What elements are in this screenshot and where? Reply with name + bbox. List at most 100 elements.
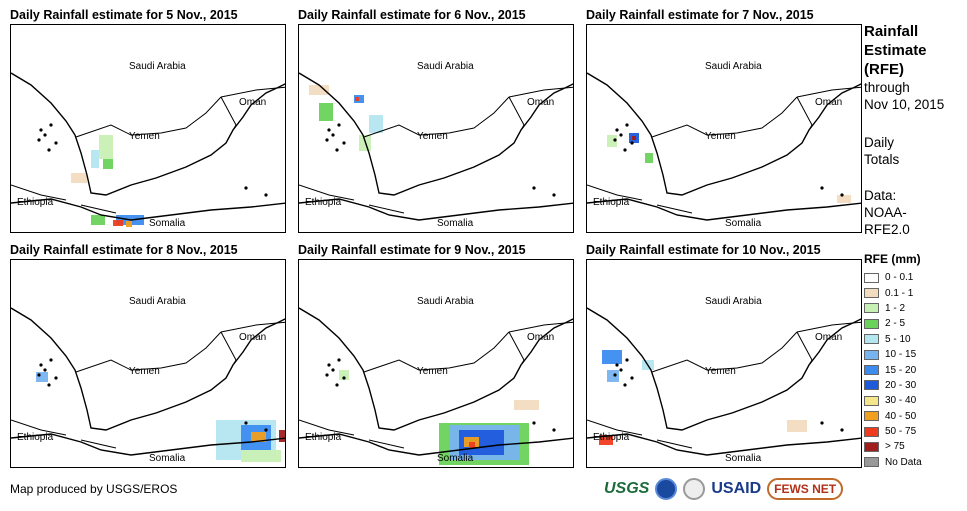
- country-border: [796, 321, 861, 333]
- island: [49, 123, 53, 127]
- legend-title-line: (RFE): [864, 61, 904, 78]
- usgs-logo: USGS: [604, 480, 650, 497]
- map-frame: Saudi Arabia Oman Yemen Ethiopia Somalia: [298, 24, 574, 233]
- island: [615, 128, 619, 132]
- legend-swatch: [864, 349, 879, 360]
- rainfall-area: [514, 400, 539, 410]
- island: [337, 358, 341, 362]
- country-label-somalia: Somalia: [437, 218, 474, 229]
- african-coastline: [587, 433, 861, 456]
- legend-data-label: Data:: [864, 188, 897, 203]
- usaid-seal-logo: [683, 478, 706, 500]
- legend-class-item: 15 - 20: [864, 362, 922, 377]
- usaid-logo: USAID: [711, 480, 762, 497]
- african-coastline: [11, 433, 285, 456]
- island: [39, 363, 43, 367]
- country-border: [368, 439, 405, 449]
- legend-through: through Nov 10, 2015: [864, 79, 944, 113]
- country-label-oman: Oman: [527, 97, 554, 108]
- legend-daily-totals: Daily Totals: [864, 134, 899, 168]
- legend-title-line: Rainfall: [864, 23, 919, 40]
- legend-class-item: 5 - 10: [864, 332, 922, 347]
- country-border: [75, 331, 222, 373]
- rainfall-area: [91, 215, 105, 225]
- legend-through-date: Nov 10, 2015: [864, 97, 945, 112]
- legend-swatch: [864, 365, 879, 376]
- island: [613, 373, 617, 377]
- map-svg: Saudi Arabia Oman Yemen Ethiopia Somalia: [299, 296, 573, 465]
- african-coastline: [587, 198, 861, 221]
- rainfall-area: [837, 195, 851, 203]
- country-border: [796, 86, 861, 98]
- legend-swatch: [864, 457, 879, 468]
- island: [43, 368, 47, 372]
- rainfall-area: [607, 135, 617, 147]
- country-border: [80, 439, 117, 449]
- country-label-ethiopia: Ethiopia: [305, 432, 342, 443]
- island: [630, 376, 634, 380]
- country-label-ethiopia: Ethiopia: [305, 197, 342, 208]
- legend-through-label: through: [864, 80, 910, 95]
- country-border: [299, 419, 355, 436]
- island: [532, 421, 536, 425]
- country-label-yemen: Yemen: [705, 366, 736, 377]
- rainfall-area: [632, 136, 636, 140]
- legend-swatch: [864, 334, 879, 345]
- island: [325, 138, 329, 142]
- rfe-legend: 0 - 0.1 0.1 - 1 1 - 2 2 - 5 5 - 10 10 - 15 15 …: [864, 270, 922, 470]
- african-coastline: [299, 198, 573, 221]
- legend-swatch: [864, 303, 879, 314]
- legend-class-label: 15 - 20: [885, 364, 917, 376]
- coastline: [299, 72, 573, 196]
- partner-logos: USGS USAID FEWS NET: [604, 478, 844, 500]
- rfe-legend-title: RFE (mm): [864, 252, 921, 266]
- island: [623, 383, 627, 387]
- island: [552, 428, 556, 432]
- country-label-saudi-arabia: Saudi Arabia: [129, 296, 186, 307]
- country-border: [508, 86, 573, 98]
- country-border: [75, 96, 222, 138]
- legend-class-label: 5 - 10: [885, 333, 911, 345]
- country-border: [651, 331, 798, 373]
- african-coastline: [299, 433, 573, 456]
- island: [264, 193, 268, 197]
- legend-data-source-2: RFE2.0: [864, 222, 910, 237]
- country-label-saudi-arabia: Saudi Arabia: [705, 296, 762, 307]
- island: [54, 141, 58, 145]
- country-border: [796, 331, 813, 366]
- country-label-oman: Oman: [815, 332, 842, 343]
- legend-class-item: 1 - 2: [864, 301, 922, 316]
- legend-data-source-1: NOAA-: [864, 205, 907, 220]
- legend-class-label: 40 - 50: [885, 410, 917, 422]
- country-label-oman: Oman: [239, 97, 266, 108]
- legend-class-item: 20 - 30: [864, 378, 922, 393]
- island: [37, 138, 41, 142]
- island: [335, 148, 339, 152]
- legend-class-item: 40 - 50: [864, 409, 922, 424]
- country-border: [363, 96, 510, 138]
- country-border: [508, 96, 525, 131]
- island: [619, 368, 623, 372]
- legend-class-label: 0.1 - 1: [885, 287, 914, 299]
- country-label-yemen: Yemen: [417, 366, 448, 377]
- island: [327, 128, 331, 132]
- coastline: [587, 307, 861, 431]
- island: [244, 186, 248, 190]
- country-border: [587, 419, 643, 436]
- coastline: [11, 307, 285, 431]
- map-frame: Saudi Arabia Oman Yemen Ethiopia Somalia: [586, 259, 862, 468]
- legend-swatch: [864, 441, 879, 452]
- legend-swatch: [864, 288, 879, 299]
- legend-class-label: No Data: [885, 456, 922, 468]
- legend-class-item: No Data: [864, 455, 922, 470]
- map-panel-nov10: Daily Rainfall estimate for 10 Nov., 201…: [586, 243, 862, 468]
- map-svg: Saudi Arabia Oman Yemen Ethiopia Somalia: [299, 61, 573, 229]
- island: [331, 368, 335, 372]
- legend-class-item: 50 - 75: [864, 424, 922, 439]
- map-svg: Saudi Arabia Oman Yemen Ethiopia Somalia: [587, 296, 861, 464]
- country-border: [11, 419, 67, 436]
- country-border: [796, 96, 813, 131]
- rainfall-area: [469, 442, 475, 448]
- legend-class-label: 1 - 2: [885, 302, 906, 314]
- map-frame: Saudi Arabia Oman Yemen Ethiopia Somalia: [10, 259, 286, 468]
